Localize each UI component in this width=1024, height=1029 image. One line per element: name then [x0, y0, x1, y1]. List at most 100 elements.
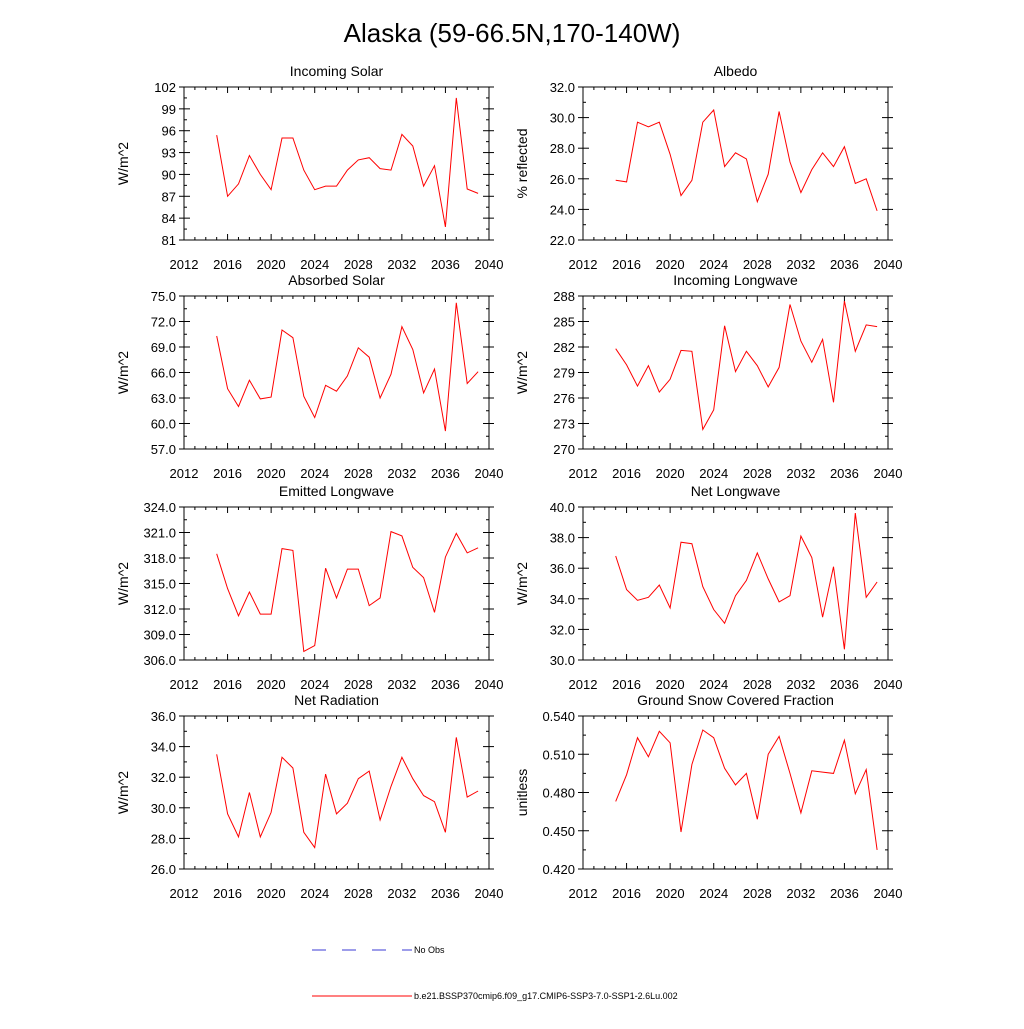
x-tick-label: 2028 [743, 677, 772, 692]
x-tick-label: 2020 [257, 257, 286, 272]
panel-incoming-longwave: Incoming Longwave W/m^2 2012 2016 2020 2024 20… [514, 272, 902, 481]
x-tick-label: 2032 [387, 257, 416, 272]
series-line [216, 737, 479, 849]
x-tick-label: 2024 [300, 257, 329, 272]
x-tick-label: 2028 [344, 677, 373, 692]
panel-emitted-longwave: Emitted Longwave W/m^2 2012 2016 2020 2024 202… [115, 483, 503, 692]
panel-title: Incoming Longwave [673, 272, 798, 288]
x-tick-label: 2016 [612, 257, 641, 272]
y-tick-label: 288 [553, 289, 575, 304]
panel-title: Ground Snow Covered Fraction [637, 692, 834, 708]
y-tick-label: 28.0 [550, 141, 575, 156]
panel-absorbed-solar: Absorbed Solar W/m^2 2012 2016 2020 2024 2028 2… [115, 272, 503, 481]
y-tick-label: 26.0 [550, 172, 575, 187]
y-tick-label: 30.0 [550, 111, 575, 126]
x-tick-label: 2016 [213, 466, 242, 481]
y-tick-label: 270 [553, 442, 575, 457]
y-axis-label: W/m^2 [115, 142, 131, 185]
y-tick-label: 60.0 [151, 417, 176, 432]
y-tick-label: 72.0 [151, 315, 176, 330]
y-axis-label: % reflected [514, 128, 530, 198]
panel-title: Net Longwave [691, 483, 781, 499]
y-axis-label: W/m^2 [514, 351, 530, 394]
x-tick-label: 2032 [786, 257, 815, 272]
x-tick-label: 2024 [699, 466, 728, 481]
plot-frame [582, 715, 889, 870]
y-tick-label: 34.0 [151, 740, 176, 755]
y-tick-label: 282 [553, 340, 575, 355]
y-tick-label: 32.0 [550, 622, 575, 637]
series-line [216, 530, 479, 653]
series-line [615, 729, 878, 850]
y-tick-label: 30.0 [151, 801, 176, 816]
x-tick-label: 2012 [170, 466, 199, 481]
x-tick-label: 2024 [300, 886, 329, 901]
y-tick-label: 28.0 [151, 831, 176, 846]
x-tick-label: 2028 [344, 886, 373, 901]
plot-frame [183, 506, 490, 661]
x-tick-label: 2040 [475, 257, 504, 272]
x-tick-label: 2016 [612, 886, 641, 901]
figure-title: Alaska (59-66.5N,170-140W) [344, 18, 681, 48]
x-tick-label: 2020 [257, 677, 286, 692]
legend-no-obs-label: No Obs [414, 945, 445, 955]
y-tick-label: 75.0 [151, 289, 176, 304]
x-tick-label: 2028 [743, 886, 772, 901]
x-tick-label: 2028 [743, 466, 772, 481]
y-axis-label: W/m^2 [514, 562, 530, 605]
x-tick-label: 2028 [344, 466, 373, 481]
panel-title: Albedo [714, 63, 758, 79]
y-tick-label: 0.450 [542, 824, 575, 839]
y-tick-label: 38.0 [550, 531, 575, 546]
y-tick-label: 96 [162, 124, 176, 139]
y-tick-label: 34.0 [550, 592, 575, 607]
x-tick-label: 2036 [830, 886, 859, 901]
series-line [615, 108, 878, 212]
x-tick-label: 2024 [300, 677, 329, 692]
y-tick-label: 84 [162, 211, 176, 226]
x-tick-label: 2012 [569, 677, 598, 692]
y-tick-label: 279 [553, 366, 575, 381]
x-tick-label: 2036 [830, 677, 859, 692]
y-tick-label: 30.0 [550, 653, 575, 668]
x-tick-label: 2040 [874, 677, 903, 692]
y-tick-label: 312.0 [143, 602, 176, 617]
plot-frame [183, 715, 490, 870]
x-tick-label: 2040 [475, 886, 504, 901]
y-tick-label: 36.0 [151, 709, 176, 724]
panel-title: Net Radiation [294, 692, 379, 708]
x-tick-label: 2016 [612, 466, 641, 481]
x-tick-label: 2036 [431, 257, 460, 272]
y-tick-label: 40.0 [550, 500, 575, 515]
x-tick-label: 2016 [213, 886, 242, 901]
x-tick-label: 2024 [699, 677, 728, 692]
x-tick-label: 2036 [830, 466, 859, 481]
y-tick-label: 36.0 [550, 561, 575, 576]
y-tick-label: 315.0 [143, 577, 176, 592]
y-tick-label: 0.510 [542, 747, 575, 762]
y-tick-label: 309.0 [143, 628, 176, 643]
x-tick-label: 2040 [874, 466, 903, 481]
x-tick-label: 2032 [786, 466, 815, 481]
x-tick-label: 2012 [569, 886, 598, 901]
x-tick-label: 2032 [786, 886, 815, 901]
series-line [216, 302, 479, 432]
x-tick-label: 2012 [170, 677, 199, 692]
x-tick-label: 2024 [699, 886, 728, 901]
series-line [615, 513, 878, 650]
y-tick-label: 24.0 [550, 202, 575, 217]
y-tick-label: 318.0 [143, 551, 176, 566]
x-tick-label: 2012 [569, 466, 598, 481]
y-tick-label: 69.0 [151, 340, 176, 355]
x-tick-label: 2020 [656, 677, 685, 692]
plot-frame [582, 86, 889, 241]
x-tick-label: 2024 [300, 466, 329, 481]
x-tick-label: 2020 [656, 257, 685, 272]
y-tick-label: 0.480 [542, 786, 575, 801]
x-tick-label: 2032 [387, 677, 416, 692]
y-tick-label: 26.0 [151, 862, 176, 877]
y-tick-label: 306.0 [143, 653, 176, 668]
y-tick-label: 87 [162, 189, 176, 204]
x-tick-label: 2040 [475, 677, 504, 692]
